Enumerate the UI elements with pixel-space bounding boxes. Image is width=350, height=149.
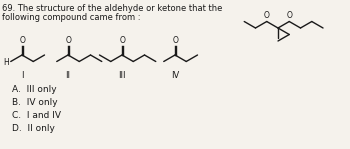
Text: III: III [118, 71, 126, 80]
Text: C.  I and IV: C. I and IV [12, 111, 61, 120]
Text: A.  III only: A. III only [12, 85, 57, 94]
Text: B.  IV only: B. IV only [12, 98, 58, 107]
Text: O: O [66, 36, 71, 45]
Text: O: O [173, 36, 179, 45]
Text: II: II [65, 71, 70, 80]
Text: I: I [21, 71, 23, 80]
Text: O: O [264, 10, 270, 20]
Text: following compound came from :: following compound came from : [2, 13, 140, 22]
Text: O: O [20, 36, 26, 45]
Text: 69. The structure of the aldehyde or ketone that the: 69. The structure of the aldehyde or ket… [2, 4, 222, 13]
Text: D.  II only: D. II only [12, 124, 55, 133]
Text: O: O [120, 36, 126, 45]
Text: IV: IV [171, 71, 179, 80]
Text: H: H [3, 58, 9, 67]
Text: O: O [286, 10, 292, 20]
